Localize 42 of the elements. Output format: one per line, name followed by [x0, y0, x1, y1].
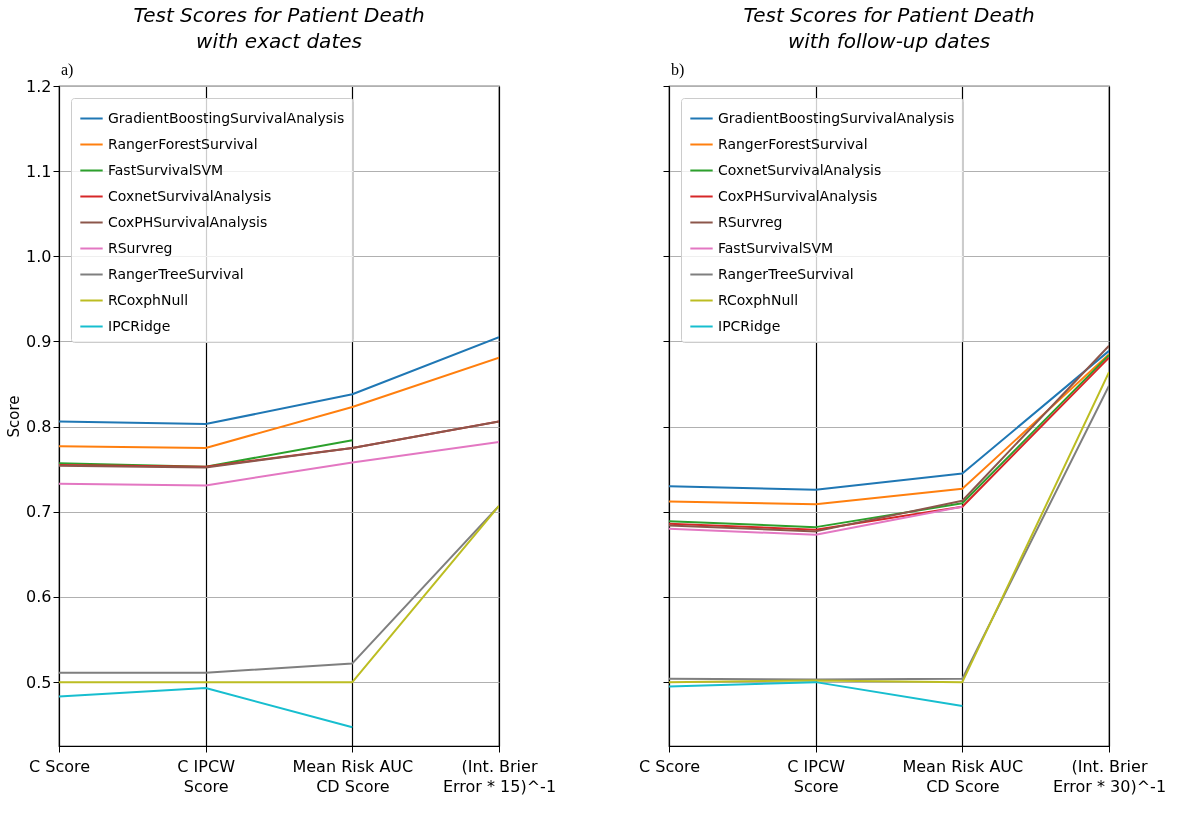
legend-label: RangerTreeSurvival: [718, 265, 854, 282]
legend-label: GradientBoostingSurvivalAnalysis: [718, 109, 955, 126]
y-tick-label: 0.9: [26, 331, 52, 351]
line-series: [59, 336, 499, 426]
line-series: [59, 356, 499, 449]
y-tick-label: 0.6: [26, 587, 52, 607]
x-tick-label: Mean Risk AUC CD Score: [902, 756, 1024, 796]
chart-title: Test Scores for Patient Death with follow-up dates: [743, 3, 1035, 53]
legend-label: CoxnetSurvivalAnalysis: [108, 187, 272, 204]
y-tick-label: 0.5: [26, 672, 52, 692]
chart-title: Test Scores for Patient Death with exact dates: [133, 3, 425, 53]
y-tick-label: 0.7: [26, 502, 52, 522]
legend-label: RangerForestSurvival: [718, 135, 868, 152]
legend-label: RSurvreg: [718, 213, 783, 230]
legend-label: RSurvreg: [108, 239, 173, 256]
legend-label: RangerForestSurvival: [108, 135, 258, 152]
y-tick-label: 1.0: [26, 246, 52, 266]
text: b): [671, 61, 685, 79]
legend-label: RCoxphNull: [108, 291, 189, 308]
text: a): [61, 61, 74, 79]
x-tick-label: C IPCW Score: [787, 756, 846, 796]
legend-label: CoxPHSurvivalAnalysis: [718, 187, 878, 204]
legend-label: IPCRidge: [108, 317, 171, 334]
y-tick-label: 1.2: [26, 76, 52, 96]
legend-label: GradientBoostingSurvivalAnalysis: [108, 109, 345, 126]
legend-label: FastSurvivalSVM: [718, 239, 834, 256]
x-tick-label: C Score: [28, 756, 91, 776]
y-tick-label: 1.1: [26, 161, 52, 181]
x-tick-label: Mean Risk AUC CD Score: [292, 756, 414, 796]
legend-label: CoxnetSurvivalAnalysis: [718, 161, 882, 178]
line-series: [59, 440, 499, 487]
y-tick-label: 0.8: [26, 417, 52, 437]
x-tick-label: (Int. Brier Error * 15)^-1: [442, 756, 557, 796]
legend-label: FastSurvivalSVM: [108, 161, 224, 178]
x-tick-label: C IPCW Score: [177, 756, 236, 796]
legend-label: CoxPHSurvivalAnalysis: [108, 213, 268, 230]
x-tick-label: C Score: [638, 756, 701, 776]
x-tick-label: (Int. Brier Error * 30)^-1: [1052, 756, 1167, 796]
legend-label: RangerTreeSurvival: [108, 265, 244, 282]
legend-label: RCoxphNull: [718, 291, 799, 308]
y-axis-title: Score: [5, 395, 24, 438]
legend-label: IPCRidge: [718, 317, 781, 334]
